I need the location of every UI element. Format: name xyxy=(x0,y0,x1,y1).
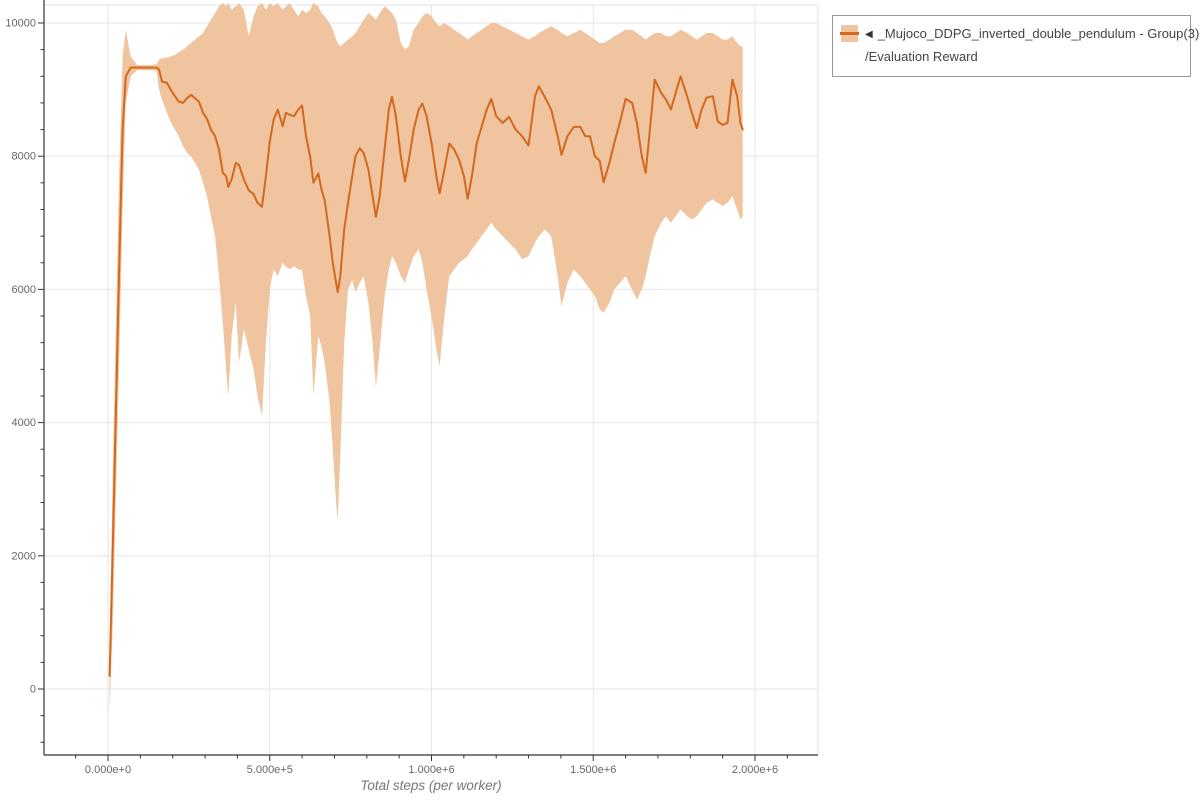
series-color-swatch xyxy=(840,25,859,42)
svg-text:2.000e+6: 2.000e+6 xyxy=(732,764,778,776)
axis-ticks xyxy=(38,22,788,761)
svg-text:1.000e+6: 1.000e+6 xyxy=(408,764,454,776)
svg-text:2000: 2000 xyxy=(12,550,36,562)
svg-text:0: 0 xyxy=(30,684,36,696)
svg-text:0.000e+0: 0.000e+0 xyxy=(85,764,131,776)
y-tick-labels: 0 2000 4000 6000 8000 10000 xyxy=(5,18,36,696)
legend-metric-name: /Evaluation Reward xyxy=(865,49,978,64)
svg-text:6000: 6000 xyxy=(12,284,36,296)
svg-text:8000: 8000 xyxy=(12,151,36,163)
legend-series-name: _Mujoco_DDPG_inverted_double_pendulum - … xyxy=(877,26,1200,41)
x-axis-title: Total steps (per worker) xyxy=(360,778,501,793)
legend: ◀ _Mujoco_DDPG_inverted_double_pendulum -… xyxy=(832,15,1199,77)
svg-text:10000: 10000 xyxy=(5,18,36,30)
legend-collapse-icon[interactable]: ◀ xyxy=(865,29,873,40)
confidence-band xyxy=(109,3,743,713)
svg-text:5.000e+5: 5.000e+5 xyxy=(247,764,293,776)
svg-text:1.500e+6: 1.500e+6 xyxy=(570,764,616,776)
legend-item[interactable]: ◀ _Mujoco_DDPG_inverted_double_pendulum -… xyxy=(840,23,1199,68)
mean-line xyxy=(108,66,744,677)
x-tick-labels: 0.000e+0 5.000e+5 1.000e+6 1.500e+6 2.000e+6 xyxy=(85,764,778,776)
svg-text:4000: 4000 xyxy=(12,417,36,429)
series-line-swatch xyxy=(840,32,859,35)
